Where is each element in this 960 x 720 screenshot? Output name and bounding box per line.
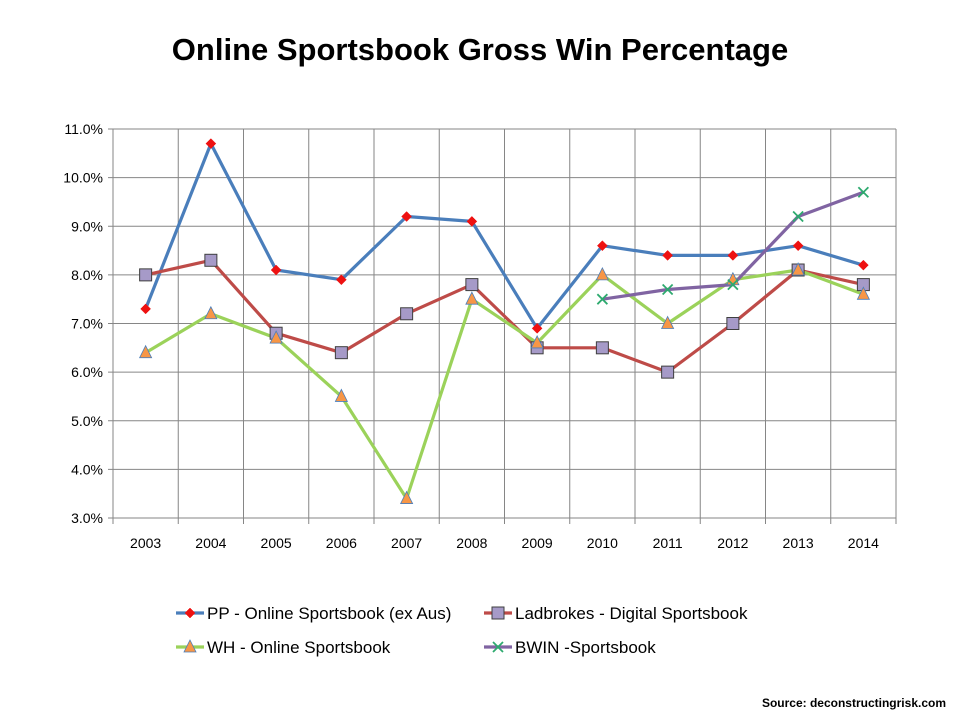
data-point-s2 bbox=[595, 341, 609, 355]
y-tick-label: 8.0% bbox=[71, 267, 103, 283]
data-point-s3 bbox=[269, 330, 283, 344]
y-tick-label: 10.0% bbox=[63, 170, 103, 186]
y-tick-label: 6.0% bbox=[71, 364, 103, 380]
y-tick-label: 3.0% bbox=[71, 510, 103, 526]
source-note: Source: deconstructingrisk.com bbox=[761, 696, 946, 710]
data-point-s4 bbox=[661, 283, 674, 296]
data-point-s4 bbox=[596, 293, 609, 305]
y-tick-label: 5.0% bbox=[71, 413, 103, 429]
data-point-s4 bbox=[857, 186, 870, 198]
data-point-s2 bbox=[465, 278, 479, 292]
data-point-s2 bbox=[400, 307, 414, 321]
x-tick-label: 2004 bbox=[195, 535, 226, 551]
y-tick-label: 7.0% bbox=[71, 316, 103, 332]
x-tick-label: 2010 bbox=[587, 535, 618, 551]
data-point-s1 bbox=[140, 303, 151, 315]
x-tick-label: 2009 bbox=[522, 535, 553, 551]
data-point-s2 bbox=[661, 365, 675, 379]
series-line-2 bbox=[145, 258, 864, 374]
data-point-s3 bbox=[399, 490, 414, 504]
data-point-s1 bbox=[531, 323, 543, 334]
data-point-s1 bbox=[662, 250, 673, 261]
x-tick-label: 2014 bbox=[848, 535, 879, 551]
data-point-s1 bbox=[727, 250, 739, 261]
data-point-s3 bbox=[856, 286, 871, 300]
x-tick-label: 2003 bbox=[130, 535, 161, 551]
data-point-s3 bbox=[791, 262, 805, 276]
axes: 3.0% 4.0% 5.0% 6.0% 7.0% 8.0% 9.0% 10.0% 11.0% 20… bbox=[63, 121, 897, 551]
series-line-3 bbox=[144, 268, 864, 501]
legend-marker bbox=[184, 607, 196, 619]
data-point-s2 bbox=[334, 346, 348, 360]
data-point-s1 bbox=[205, 138, 217, 149]
x-tick-label: 2006 bbox=[326, 535, 357, 551]
x-tick-label: 2011 bbox=[653, 535, 683, 551]
legend-label: BWIN -Sportsbook bbox=[515, 638, 656, 657]
gridlines bbox=[112, 128, 897, 519]
legend-marker bbox=[491, 606, 505, 620]
legend-label: Ladbrokes - Digital Sportsbook bbox=[515, 604, 748, 623]
data-point-s3 bbox=[204, 305, 218, 320]
legend-marker bbox=[492, 641, 504, 653]
data-point-s2 bbox=[204, 253, 218, 267]
data-point-s1 bbox=[270, 264, 282, 276]
x-tick-label: 2013 bbox=[783, 535, 814, 551]
x-tick-label: 2005 bbox=[261, 535, 292, 551]
x-tick-label: 2008 bbox=[456, 535, 487, 551]
data-point-s4 bbox=[727, 278, 739, 291]
data-point-s3 bbox=[334, 388, 349, 402]
x-tick-label: 2007 bbox=[391, 535, 422, 551]
series-line-1 bbox=[144, 142, 864, 330]
data-point-s3 bbox=[530, 335, 544, 349]
y-tick-label: 4.0% bbox=[71, 461, 103, 477]
data-point-s3 bbox=[138, 344, 153, 359]
legend-marker bbox=[183, 639, 197, 653]
y-tick-label: 9.0% bbox=[71, 218, 103, 234]
data-point-s4 bbox=[792, 210, 804, 223]
legend-label: PP - Online Sportsbook (ex Aus) bbox=[207, 604, 451, 623]
data-point-s2 bbox=[139, 268, 153, 282]
data-point-s3 bbox=[595, 266, 610, 281]
data-point-s1 bbox=[401, 211, 412, 222]
y-tick-label: 11.0% bbox=[64, 121, 103, 137]
data-point-s1 bbox=[792, 240, 804, 252]
data-point-s1 bbox=[597, 240, 608, 252]
data-point-s2 bbox=[726, 317, 740, 330]
x-tick-label: 2012 bbox=[717, 535, 748, 551]
legend: PP - Online Sportsbook (ex Aus) Ladbrokes… bbox=[176, 604, 748, 657]
chart-title: Online Sportsbook Gross Win Percentage bbox=[171, 32, 789, 67]
data-point-s1 bbox=[336, 274, 347, 286]
data-point-s3 bbox=[465, 291, 479, 305]
legend-label: WH - Online Sportsbook bbox=[207, 638, 391, 657]
series-markers bbox=[138, 138, 871, 504]
series-lines bbox=[144, 142, 864, 501]
data-point-s1 bbox=[466, 216, 478, 227]
data-point-s3 bbox=[660, 315, 675, 329]
data-point-s1 bbox=[858, 259, 869, 271]
